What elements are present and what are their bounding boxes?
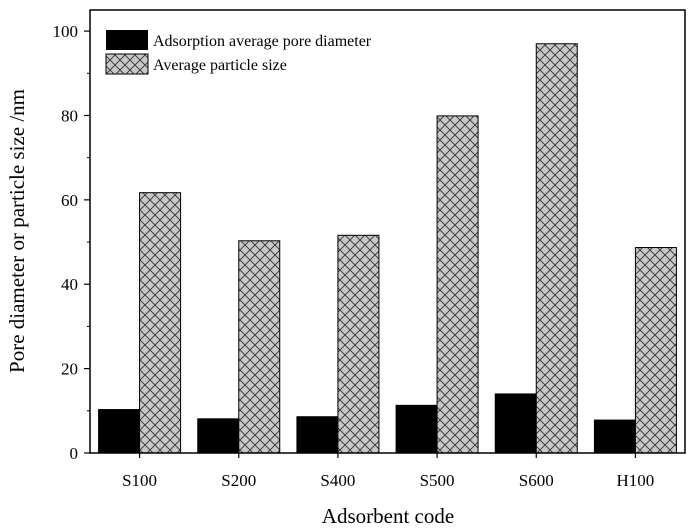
bar-particle-size-s200 xyxy=(238,240,281,454)
bar-pore-diameter-s200 xyxy=(197,418,240,454)
legend-swatch-particle-size xyxy=(105,53,149,75)
x-tick-label-s600: S600 xyxy=(519,471,554,490)
y-axis-title: Pore diameter or particle size /nm xyxy=(5,89,29,373)
x-tick-label-h100: H100 xyxy=(617,471,655,490)
bar-pore-diameter-h100 xyxy=(593,419,636,454)
bar-particle-size-s400 xyxy=(337,234,380,454)
legend-label-particle-size: Average particle size xyxy=(153,57,287,74)
y-axis: 0 20 40 60 80 100 xyxy=(53,22,90,463)
x-tick-label-s100: S100 xyxy=(122,471,157,490)
legend-swatch-pore-diameter xyxy=(106,30,148,50)
bars xyxy=(98,43,677,454)
legend: Adsorption average pore diameter Average… xyxy=(105,30,372,75)
bar-particle-size-s100 xyxy=(139,192,182,454)
y-tick-label-100: 100 xyxy=(53,22,79,41)
y-tick-label-20: 20 xyxy=(61,360,78,379)
bar-particle-size-h100 xyxy=(634,247,677,454)
bar-particle-size-s600 xyxy=(535,43,578,454)
y-tick-label-80: 80 xyxy=(61,106,78,125)
bar-pore-diameter-s600 xyxy=(494,393,537,454)
y-tick-label-40: 40 xyxy=(61,275,78,294)
x-axis: S100 S200 S400 S500 S600 H100 xyxy=(122,453,654,490)
bar-pore-diameter-s500 xyxy=(395,404,438,454)
plot-frame xyxy=(89,9,686,454)
x-tick-label-s200: S200 xyxy=(221,471,256,490)
x-axis-title: Adsorbent code xyxy=(322,504,454,528)
x-tick-label-s500: S500 xyxy=(420,471,455,490)
legend-label-pore-diameter: Adsorption average pore diameter xyxy=(153,33,372,50)
bar-pore-diameter-s400 xyxy=(296,416,339,454)
y-tick-label-0: 0 xyxy=(70,444,79,463)
bar-particle-size-s500 xyxy=(436,115,479,454)
y-tick-label-60: 60 xyxy=(61,191,78,210)
x-tick-label-s400: S400 xyxy=(320,471,355,490)
bar-pore-diameter-s100 xyxy=(98,409,141,454)
